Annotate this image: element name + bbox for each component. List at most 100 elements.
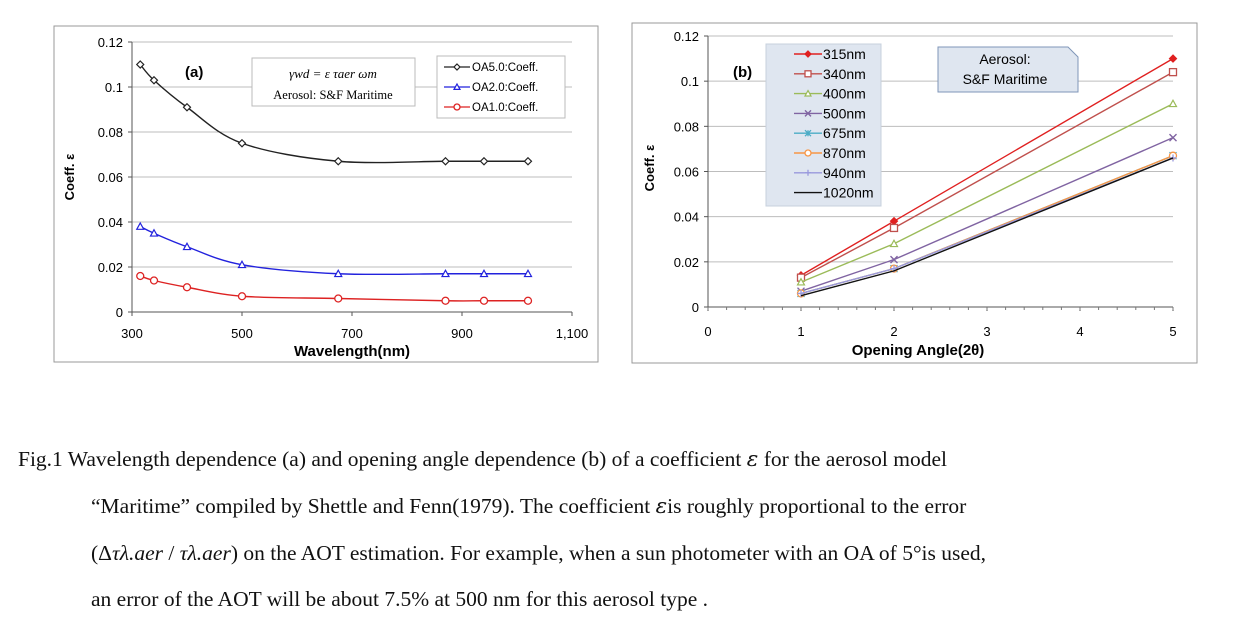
y-tick-label: 0.06 bbox=[674, 165, 699, 180]
caption-tau-1: τλ.aer bbox=[112, 541, 164, 565]
panel-b-x-tick-labels: 0 1 2 3 4 5 bbox=[704, 324, 1176, 339]
figure-caption: Fig.1 Wavelength dependence (a) and open… bbox=[18, 436, 1243, 622]
legend-label: OA1.0:Coeff. bbox=[472, 102, 538, 114]
legend-swatch-marker bbox=[804, 109, 812, 117]
caption-epsilon-1: ε bbox=[746, 447, 759, 472]
data-point bbox=[1168, 67, 1178, 77]
legend-label: 675nm bbox=[823, 125, 866, 141]
series-line-0 bbox=[139, 64, 528, 164]
caption-slash: / bbox=[163, 541, 180, 565]
data-point bbox=[1169, 133, 1177, 142]
data-point bbox=[523, 296, 533, 305]
x-tick-label: 300 bbox=[121, 326, 143, 341]
legend-swatch-marker bbox=[453, 63, 461, 71]
data-point bbox=[1168, 54, 1178, 63]
panel-a-aerosol-note: Aerosol: S&F Maritime bbox=[273, 88, 393, 102]
panel-b-axes bbox=[704, 35, 1174, 311]
data-point bbox=[334, 294, 343, 303]
y-tick-label: 0 bbox=[116, 305, 123, 320]
caption-epsilon-2: ε bbox=[655, 494, 668, 519]
legend-label: 500nm bbox=[823, 105, 866, 121]
data-point bbox=[149, 75, 159, 85]
chart-panel-b: 0 0.02 0.04 0.06 0.08 0.1 0.12 0 1 2 3 4 5 Opening … bbox=[631, 22, 1198, 364]
y-tick-label: 0.12 bbox=[98, 35, 123, 50]
panel-a-axes bbox=[128, 41, 573, 316]
panel-a-formula: γwd = ε τaer ωm bbox=[289, 66, 377, 81]
panel-b-legend: 315nm 340nm 400nm 500nm 675nm 870nm 940nm 1020n… bbox=[794, 46, 874, 201]
legend-swatch-marker bbox=[804, 70, 812, 78]
caption-text-2b: is roughly proportional to the error bbox=[667, 494, 967, 518]
legend-label: 870nm bbox=[823, 145, 866, 161]
y-tick-label: 0.04 bbox=[98, 215, 123, 230]
panel-a-x-tick-labels: 300 500 700 900 1,100 bbox=[121, 326, 588, 341]
data-point bbox=[237, 138, 247, 148]
y-tick-label: 0.04 bbox=[674, 210, 699, 225]
legend-label: 340nm bbox=[823, 66, 866, 82]
x-tick-label: 1,100 bbox=[556, 326, 589, 341]
y-tick-label: 0.08 bbox=[98, 125, 123, 140]
x-tick-label: 2 bbox=[890, 324, 897, 339]
y-tick-label: 0.12 bbox=[674, 29, 699, 44]
data-point bbox=[441, 296, 450, 305]
x-tick-label: 4 bbox=[1076, 324, 1083, 339]
data-point bbox=[136, 271, 145, 281]
y-tick-label: 0.02 bbox=[98, 260, 123, 275]
legend-swatch-marker bbox=[804, 50, 812, 58]
y-tick-label: 0.08 bbox=[674, 119, 699, 134]
data-point bbox=[135, 221, 145, 230]
caption-line-4: an error of the AOT will be about 7.5% a… bbox=[91, 587, 708, 611]
legend-label: 400nm bbox=[823, 86, 866, 102]
caption-tau-2: τλ.aer bbox=[179, 541, 231, 565]
data-point bbox=[479, 156, 489, 166]
panel-b-y-axis-title: Coeff. ε bbox=[642, 145, 657, 192]
panel-a-legend: OA5.0:Coeff. OA2.0:Coeff. OA1.0:Coeff. bbox=[444, 62, 538, 114]
panel-b-legend-box bbox=[765, 43, 882, 207]
data-point bbox=[889, 239, 899, 248]
caption-text-3b: ) on the AOT estimation. For example, wh… bbox=[230, 541, 987, 565]
panel-a-y-tick-labels: 0 0.02 0.04 0.06 0.08 0.1 0.12 bbox=[98, 35, 123, 320]
legend-swatch-marker bbox=[803, 89, 813, 97]
data-point bbox=[523, 269, 533, 278]
x-tick-label: 1 bbox=[797, 324, 804, 339]
x-tick-label: 5 bbox=[1169, 324, 1176, 339]
data-point bbox=[479, 296, 489, 305]
legend-swatch-marker bbox=[804, 149, 812, 157]
data-point bbox=[889, 223, 899, 233]
panel-a-annotation-box bbox=[251, 57, 416, 107]
data-point bbox=[796, 277, 806, 286]
legend-label: OA2.0:Coeff. bbox=[472, 82, 538, 94]
caption-line-1: Fig.1 Wavelength dependence (a) and open… bbox=[18, 436, 1243, 483]
x-tick-label: 500 bbox=[231, 326, 253, 341]
data-point bbox=[523, 156, 533, 166]
caption-text-1a: Fig.1 Wavelength dependence (a) and open… bbox=[18, 447, 747, 471]
panel-b-y-tick-labels: 0 0.02 0.04 0.06 0.08 0.1 0.12 bbox=[674, 29, 699, 315]
x-tick-label: 900 bbox=[451, 326, 473, 341]
x-tick-label: 0 bbox=[704, 324, 711, 339]
panel-b-annotation-line1: Aerosol: bbox=[979, 51, 1030, 67]
data-point bbox=[182, 102, 192, 112]
panel-b-series bbox=[796, 54, 1178, 298]
legend-label: 1020nm bbox=[823, 185, 874, 201]
series-line-2 bbox=[140, 275, 528, 302]
data-point bbox=[1168, 99, 1178, 108]
caption-line-3: (Δτλ.aer / τλ.aer) on the AOT estimation… bbox=[18, 530, 1243, 576]
legend-swatch-marker bbox=[804, 129, 812, 137]
data-point bbox=[333, 156, 343, 166]
data-point bbox=[890, 255, 898, 264]
y-tick-label: 0 bbox=[692, 300, 699, 315]
caption-text-2a: “Maritime” compiled by Shettle and Fenn(… bbox=[91, 494, 656, 518]
data-point bbox=[333, 269, 343, 278]
panel-a-label: (a) bbox=[185, 64, 203, 81]
y-tick-label: 0.1 bbox=[105, 80, 123, 95]
data-point bbox=[237, 260, 247, 269]
data-point bbox=[149, 276, 159, 285]
data-point bbox=[182, 242, 192, 251]
chart-panel-a: 0 0.02 0.04 0.06 0.08 0.1 0.12 300 500 700 900 1,1… bbox=[53, 25, 599, 363]
panel-b-annotation-box bbox=[937, 46, 1079, 93]
caption-line-2: “Maritime” compiled by Shettle and Fenn(… bbox=[18, 483, 1243, 530]
legend-swatch-marker bbox=[453, 103, 461, 111]
data-point bbox=[135, 60, 145, 69]
panel-a-x-axis-title: Wavelength(nm) bbox=[294, 343, 410, 360]
series-line-7 bbox=[800, 157, 1174, 297]
panel-b-label: (b) bbox=[733, 64, 752, 81]
